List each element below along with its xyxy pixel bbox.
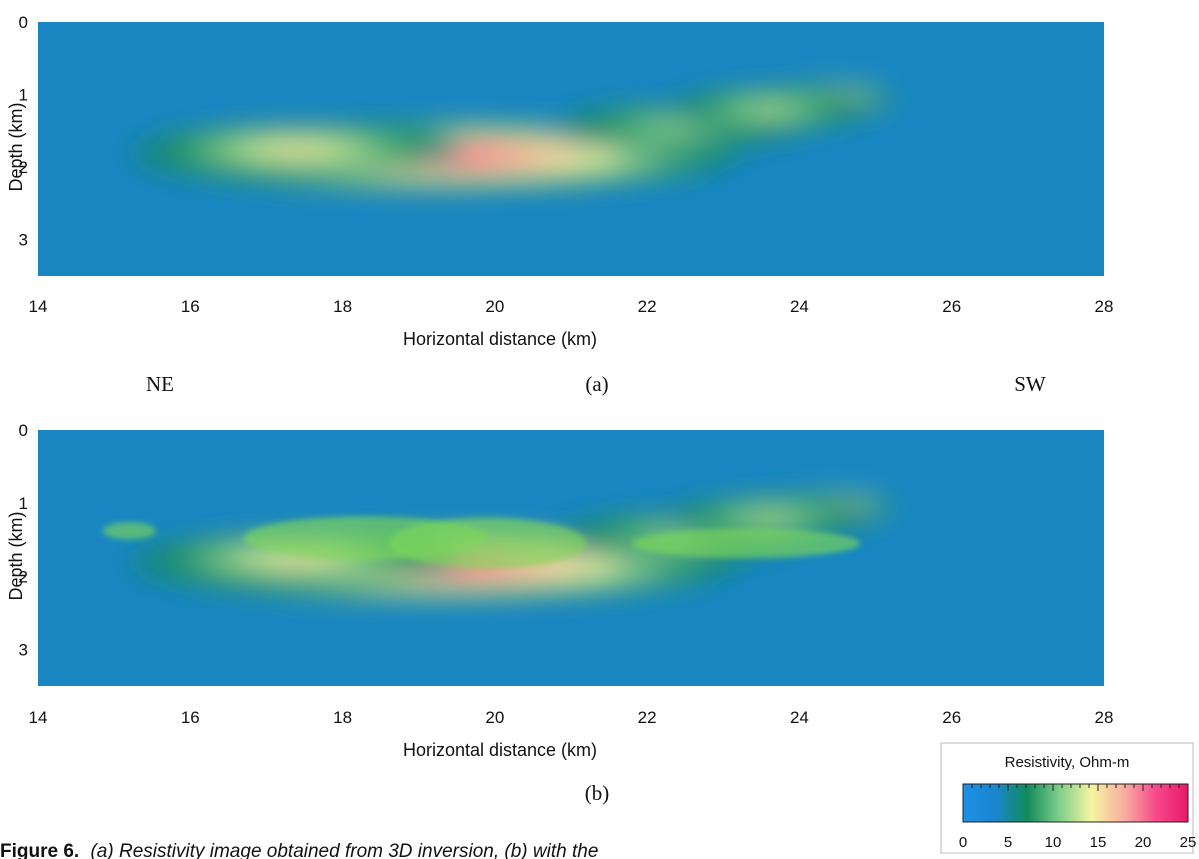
x-tick-label: 18 (333, 297, 352, 316)
x-tick-label: 24 (790, 708, 809, 727)
x-tick-label: 20 (485, 297, 504, 316)
colorbar-tick-label: 20 (1135, 834, 1152, 851)
anomaly-1-level-7 (275, 145, 318, 153)
x-tick-label: 22 (638, 297, 657, 316)
plot-a-y-axis-label: Depth (km) (6, 102, 26, 191)
x-tick-label: 18 (333, 708, 352, 727)
x-tick-label: 16 (181, 708, 200, 727)
x-tick-label: 22 (638, 708, 657, 727)
anomaly-4-level-7 (754, 515, 784, 521)
y-tick-label: 0 (19, 13, 28, 32)
colorbar: Resistivity, Ohm-m 0 5 10 15 20 25 (940, 742, 1197, 854)
panel-b: 14 16 18 20 22 24 26 28 0 1 2 3 Horizontal distanc… (6, 421, 1113, 760)
y-tick-label: 0 (19, 421, 28, 440)
overlay-body-3 (631, 528, 861, 558)
plot-b-x-ticks: 14 16 18 20 22 24 26 28 (29, 708, 1114, 727)
colorbar-title: Resistivity, Ohm-m (1005, 754, 1130, 771)
x-tick-label: 28 (1095, 708, 1114, 727)
x-tick-label: 24 (790, 297, 809, 316)
colorbar-tick-label: 10 (1045, 834, 1062, 851)
y-tick-label: 1 (19, 494, 28, 513)
x-tick-label: 28 (1095, 297, 1114, 316)
y-tick-label: 3 (19, 640, 28, 659)
x-tick-label: 14 (29, 297, 48, 316)
anomaly-2-level-7 (660, 124, 695, 131)
panel-b-label: (b) (585, 781, 610, 805)
x-tick-label: 14 (29, 708, 48, 727)
colorbar-tick-label: 5 (1004, 834, 1012, 851)
figure-caption-text: (a) Resistivity image obtained from 3D i… (90, 841, 598, 859)
plot-a-heatmap (129, 83, 899, 192)
direction-label-sw: SW (1014, 372, 1046, 396)
plot-b-heatmap (102, 492, 899, 601)
colorbar-tick-label: 15 (1090, 834, 1107, 851)
x-tick-label: 16 (181, 297, 200, 316)
plot-b-x-axis-label: Horizontal distance (km) (403, 740, 597, 760)
y-tick-label: 2 (19, 567, 28, 586)
direction-label-ne: NE (146, 372, 174, 396)
y-tick-label: 3 (19, 231, 28, 250)
x-tick-label: 20 (485, 708, 504, 727)
plot-a-y-ticks: 0 1 2 3 (19, 13, 28, 250)
plot-b-y-ticks: 0 1 2 3 (19, 421, 28, 659)
plot-a-x-ticks: 14 16 18 20 22 24 26 28 (29, 297, 1114, 316)
colorbar-tick-label: 0 (959, 834, 967, 851)
x-tick-label: 26 (942, 708, 961, 727)
y-tick-label: 1 (19, 86, 28, 105)
colorbar-tick-label: 25 (1180, 834, 1197, 851)
plot-a-x-axis-label: Horizontal distance (km) (403, 329, 597, 349)
colorbar-gradient (962, 783, 1189, 823)
anomaly-4-level-7 (754, 106, 784, 112)
figure-caption: Figure 6. (a) Resistivity image obtained… (0, 841, 598, 859)
y-tick-label: 2 (19, 158, 28, 177)
colorbar-ticks: 0 5 10 15 20 25 (959, 834, 1197, 851)
panel-a-label: (a) (585, 372, 608, 396)
x-tick-label: 26 (942, 297, 961, 316)
overlay-body-0 (102, 522, 157, 540)
figure-caption-number: Figure 6. (0, 841, 79, 859)
plot-b-y-axis-label: Depth (km) (6, 511, 26, 600)
overlay-body-2 (388, 517, 587, 569)
panel-a: 14 16 18 20 22 24 26 28 0 1 2 3 Horizontal distanc… (6, 13, 1113, 349)
colorbar-minor-ticks (962, 784, 1189, 791)
